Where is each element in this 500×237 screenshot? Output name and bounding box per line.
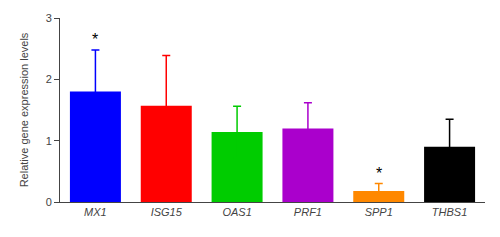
svg-text:MX1: MX1 <box>84 206 107 218</box>
svg-text:ISG15: ISG15 <box>151 206 183 218</box>
svg-text:OAS1: OAS1 <box>222 206 251 218</box>
svg-text:Relative gene expression level: Relative gene expression levels <box>18 32 30 187</box>
svg-text:*: * <box>92 31 98 48</box>
svg-text:SPP1: SPP1 <box>365 206 393 218</box>
svg-text:*: * <box>376 165 382 182</box>
svg-text:2: 2 <box>46 73 52 85</box>
svg-text:1: 1 <box>46 135 52 147</box>
svg-text:0: 0 <box>46 196 52 208</box>
svg-text:PRF1: PRF1 <box>294 206 322 218</box>
svg-text:3: 3 <box>46 12 52 24</box>
svg-text:THBS1: THBS1 <box>432 206 467 218</box>
